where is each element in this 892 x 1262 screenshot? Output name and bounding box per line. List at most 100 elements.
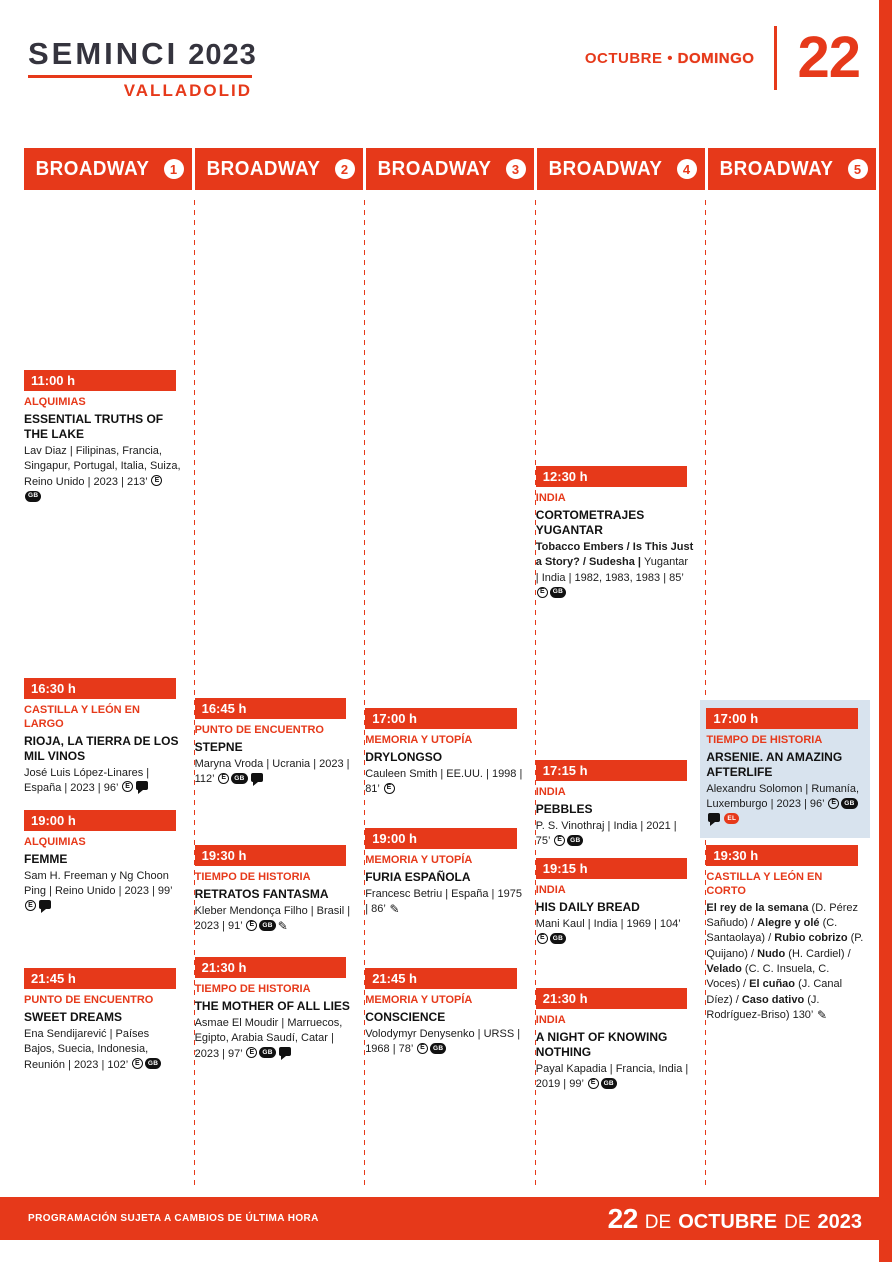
event-details: Payal Kapadia | Francia, India | 2019 | …	[536, 1062, 694, 1093]
event-details: José Luis López-Linares | España | 2023 …	[24, 766, 182, 797]
credits-text: Mani Kaul | India | 1969 | 104’	[535, 917, 681, 930]
speech-bubble-icon	[250, 772, 263, 786]
venue-name: BROADWAY	[36, 157, 150, 180]
credits-text: (J. Rodríguez-Briso) 130’	[706, 993, 820, 1022]
column-separator	[534, 200, 536, 1185]
event-section: PUNTO DE ENCUENTRO	[194, 724, 324, 736]
e-version-badge: E	[246, 919, 258, 931]
venue-name: BROADWAY	[378, 157, 492, 180]
pencil-icon: ✎	[277, 919, 288, 934]
event-block: 12:30 h INDIA CORTOMETRAJES YUGANTAR Tobacc…	[535, 466, 694, 602]
e-version-badge: E	[151, 475, 163, 487]
event-details: Alexandru Solomon | Rumanía, Luxemburgo …	[706, 782, 864, 828]
venue-header: BROADWAY 5	[708, 148, 876, 190]
event-title: A NIGHT OF KNOWING NOTHING	[535, 1029, 668, 1059]
event-details: Volodymyr Denysenko | URSS | 1968 | 78’ …	[365, 1027, 523, 1058]
e-version-badge: E	[131, 1058, 143, 1070]
speech-bubble-icon	[278, 1047, 291, 1061]
event-details: Ena Sendijarević | Países Bajos, Suecia,…	[24, 1027, 182, 1073]
month-label: OCTUBRE	[584, 49, 663, 67]
event-time: 12:30 h	[535, 466, 688, 487]
logo-name: SEMINCI	[28, 36, 179, 71]
logo-row: SEMINCI 2023	[28, 36, 256, 78]
event-time: 19:15 h	[535, 858, 688, 879]
gb-subtitles-badge: GB	[144, 1058, 162, 1070]
gb-subtitles-badge: GB	[429, 1042, 447, 1054]
venue-number-badge: 4	[676, 159, 697, 179]
pencil-icon: ✎	[389, 902, 400, 917]
event-time: 21:45 h	[365, 968, 517, 989]
seminci-logo: SEMINCI 2023 VALLADOLID	[28, 36, 256, 101]
e-version-badge: E	[218, 772, 230, 784]
footer-day: 22	[607, 1202, 639, 1234]
schedule-grid: 11:00 h ALQUIMIAS ESSENTIAL TRUTHS OF THE …	[24, 200, 876, 1185]
film-title-text: Nudo	[757, 947, 789, 960]
event-section: ALQUIMIAS	[24, 396, 86, 408]
e-version-badge: E	[536, 932, 548, 944]
event-block: 19:00 h ALQUIMIAS FEMME Sam H. Freeman y Ng…	[24, 810, 182, 915]
footer-date: 22 DE OCTUBRE DE 2023	[608, 1203, 864, 1235]
e-version-badge: E	[25, 900, 36, 912]
credits-text: Payal Kapadia | Francia, India | 2019 | …	[535, 1062, 689, 1091]
venue-header: BROADWAY 1	[24, 148, 192, 190]
event-section: CASTILLA Y LEÓN EN LARGO	[24, 704, 140, 730]
event-block: 11:00 h ALQUIMIAS ESSENTIAL TRUTHS OF THE …	[24, 370, 182, 505]
event-details: Sam H. Freeman y Ng Choon Ping | Reino U…	[24, 869, 182, 915]
e-version-badge: E	[416, 1042, 428, 1054]
event-section: INDIA	[535, 1014, 566, 1026]
credits-text: P. S. Vinothraj | India | 2021 | 75’	[535, 819, 677, 848]
venue-column: 12:30 h INDIA CORTOMETRAJES YUGANTAR Tobacc…	[535, 200, 706, 1185]
e-version-badge: E	[246, 1047, 258, 1059]
venue-name: BROADWAY	[549, 157, 663, 180]
event-block: 21:30 h INDIA A NIGHT OF KNOWING NOTHING Pa…	[535, 988, 694, 1093]
venue-column: 17:00 h TIEMPO DE HISTORIA ARSENIE. AN AMA…	[700, 200, 876, 1185]
event-block: 16:30 h CASTILLA Y LEÓN EN LARGO RIOJA, LA…	[24, 678, 182, 796]
venue-header: BROADWAY 2	[195, 148, 363, 190]
event-section: ALQUIMIAS	[24, 836, 86, 848]
film-title-text: Velado	[706, 963, 745, 976]
bullet-separator: •	[667, 49, 673, 67]
e-version-badge: E	[383, 782, 395, 794]
credits-text: (D. Pérez Sañudo) /	[706, 901, 859, 929]
film-title-text: Caso dativo	[741, 993, 808, 1006]
event-section: MEMORIA Y UTOPÍA	[365, 734, 473, 746]
el-badge: EL	[724, 813, 740, 825]
column-separator	[364, 200, 366, 1185]
speech-bubble-icon	[39, 900, 51, 914]
event-section: PUNTO DE ENCUENTRO	[24, 994, 154, 1006]
event-title: FURIA ESPAÑOLA	[365, 869, 471, 884]
event-title: SWEET DREAMS	[24, 1009, 123, 1024]
event-details: Tobacco Embers / Is This Just a Story? /…	[536, 540, 694, 602]
event-block: 17:00 h MEMORIA Y UTOPÍA DRYLONGSO Cauleen …	[365, 708, 523, 798]
credits-text: (C. C. Insuela, C. Voces) /	[706, 963, 830, 991]
speech-bubble-icon	[136, 781, 149, 795]
e-version-badge: E	[122, 781, 134, 793]
event-title: DRYLONGSO	[365, 749, 443, 764]
event-time: 11:00 h	[24, 370, 176, 391]
header-date: OCTUBRE • DOMINGO 22	[584, 26, 861, 90]
venue-number-badge: 5	[847, 159, 868, 179]
event-title: HIS DAILY BREAD	[535, 899, 640, 914]
event-details: P. S. Vinothraj | India | 2021 | 75’ E GB	[536, 819, 694, 850]
event-block: 17:15 h INDIA PEBBLES P. S. Vinothraj | Ind…	[535, 760, 694, 850]
right-edge-red-strip	[879, 0, 892, 1262]
e-version-badge: E	[828, 797, 840, 809]
event-block: 17:00 h TIEMPO DE HISTORIA ARSENIE. AN AMA…	[700, 700, 870, 838]
film-title-text: Alegre y olé	[757, 916, 823, 929]
credits-text: (P. Quijano) /	[706, 932, 864, 960]
event-title: RIOJA, LA TIERRA DE LOS MIL VINOS	[24, 733, 179, 763]
event-title: THE MOTHER OF ALL LIES	[194, 998, 350, 1013]
venue-number-badge: 1	[163, 159, 184, 179]
venue-name: BROADWAY	[720, 157, 834, 180]
footer-month: OCTUBRE	[678, 1210, 778, 1233]
event-details: Francesc Betriu | España | 1975 | 86’ ✎	[365, 887, 523, 918]
credits-text: Ena Sendijarević | Países Bajos, Suecia,…	[24, 1027, 150, 1071]
event-time: 19:30 h	[706, 845, 858, 866]
event-block: 21:45 h MEMORIA Y UTOPÍA CONSCIENCE Volodym…	[365, 968, 523, 1058]
event-title: RETRATOS FANTASMA	[194, 886, 329, 901]
event-section: TIEMPO DE HISTORIA	[706, 734, 823, 746]
gb-subtitles-badge: GB	[600, 1077, 617, 1089]
event-time: 21:45 h	[24, 968, 176, 989]
venue-header: BROADWAY 4	[537, 148, 705, 190]
credits-text: Alexandru Solomon | Rumanía, Luxemburgo …	[706, 782, 860, 811]
